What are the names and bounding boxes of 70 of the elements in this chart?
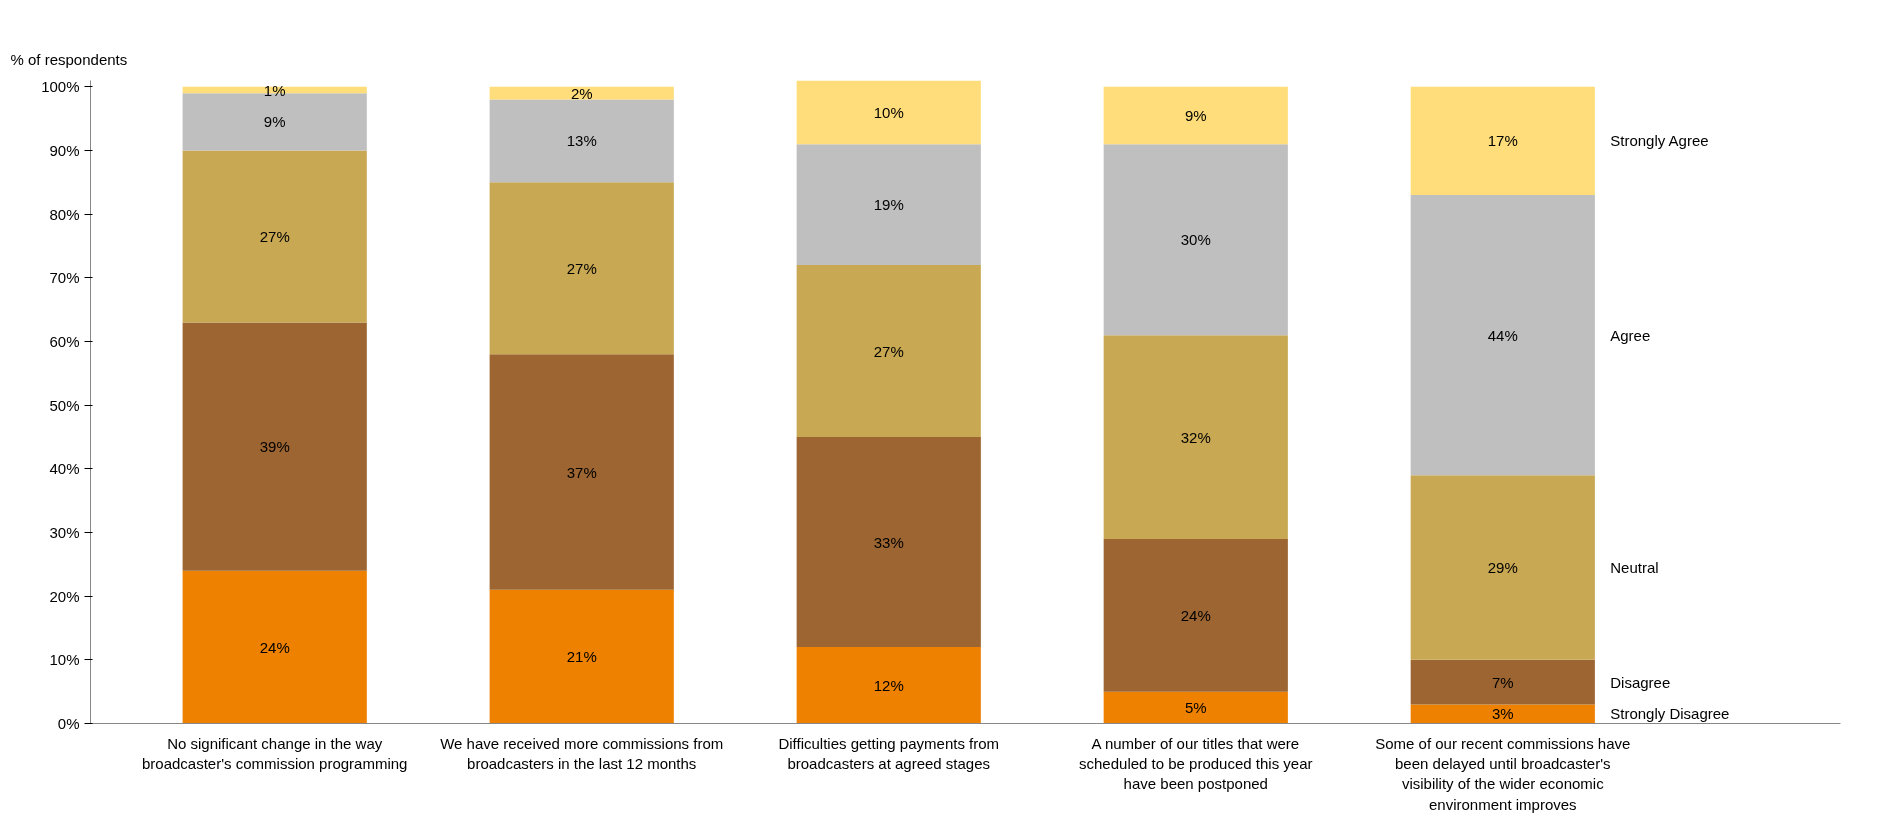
bar — [1103, 538, 1288, 692]
data-label: 24% — [1180, 606, 1211, 624]
bar — [1410, 86, 1595, 196]
bar — [489, 182, 674, 355]
data-label: 27% — [566, 259, 597, 277]
bar — [796, 437, 981, 648]
bar — [1103, 86, 1288, 145]
bar — [1410, 704, 1595, 724]
data-label: 27% — [259, 227, 290, 245]
data-label: 2% — [570, 84, 593, 102]
data-label: 32% — [1180, 428, 1211, 446]
bar — [796, 265, 981, 438]
y-tick-label: 0% — [57, 715, 80, 732]
data-label: 3% — [1491, 705, 1514, 723]
bar — [1103, 144, 1288, 336]
bar — [182, 322, 367, 571]
x-tick-label: No significant change in the way broadcaster's commission programming — [141, 734, 408, 772]
data-label: 7% — [1491, 673, 1514, 691]
bar — [182, 570, 367, 724]
data-label: 37% — [566, 463, 597, 481]
y-tick-label: 100% — [41, 78, 80, 96]
data-label: 9% — [263, 113, 286, 131]
data-label: 9% — [1184, 107, 1207, 125]
bar — [1410, 475, 1595, 660]
y-axis-title: % of respondents — [10, 51, 128, 68]
data-label: 29% — [1487, 559, 1518, 577]
series-label: Disagree — [1610, 673, 1671, 691]
data-label: 24% — [259, 638, 290, 656]
data-label: 21% — [566, 648, 597, 666]
bar — [489, 99, 674, 183]
bar — [796, 80, 981, 145]
y-tick-label: 40% — [49, 460, 80, 478]
bar — [489, 589, 674, 724]
bar — [182, 150, 367, 323]
data-label: 13% — [566, 132, 597, 150]
y-tick-label: 70% — [49, 269, 80, 287]
y-tick-label: 50% — [49, 396, 80, 414]
y-tick-label: 80% — [49, 205, 80, 223]
data-label: 27% — [873, 342, 904, 360]
y-tick-label: 60% — [49, 333, 80, 351]
bar — [489, 354, 674, 590]
data-label: 17% — [1487, 132, 1518, 150]
data-label: 39% — [259, 438, 290, 456]
bar — [1103, 335, 1288, 539]
series-label: Neutral — [1610, 559, 1659, 577]
series-label: Agree — [1610, 326, 1651, 344]
data-label: 5% — [1184, 699, 1207, 717]
y-tick-label: 10% — [49, 651, 80, 669]
data-label: 12% — [873, 676, 904, 694]
y-tick-label: 90% — [49, 142, 80, 160]
x-tick-label: Difficulties getting payments from broadcasters at agreed stages — [778, 734, 1000, 772]
data-label: 30% — [1180, 231, 1211, 249]
series-label: Strongly Disagree — [1610, 705, 1730, 723]
x-tick-label: A number of our titles that were scheduled to be produced this year have been postponed — [1079, 734, 1313, 793]
bar — [1410, 659, 1595, 705]
data-label: 44% — [1487, 326, 1518, 344]
data-label: 33% — [873, 533, 904, 551]
y-tick-label: 30% — [49, 524, 80, 542]
x-tick-label: We have received more commissions from broadcasters in the last 12 months — [440, 734, 724, 772]
data-label: 10% — [873, 103, 904, 121]
x-tick-label: Some of our recent commissions have been delayed until broadcaster's visibility of the wider economic environment improves — [1375, 734, 1631, 813]
bar — [796, 144, 981, 266]
bar — [489, 86, 674, 100]
series-label: Strongly Agree — [1610, 132, 1709, 150]
y-tick-label: 20% — [49, 587, 80, 605]
bar — [796, 647, 981, 724]
data-label: 19% — [873, 196, 904, 214]
bar — [1410, 195, 1595, 476]
data-label: 1% — [263, 81, 286, 99]
bar — [1103, 691, 1288, 724]
